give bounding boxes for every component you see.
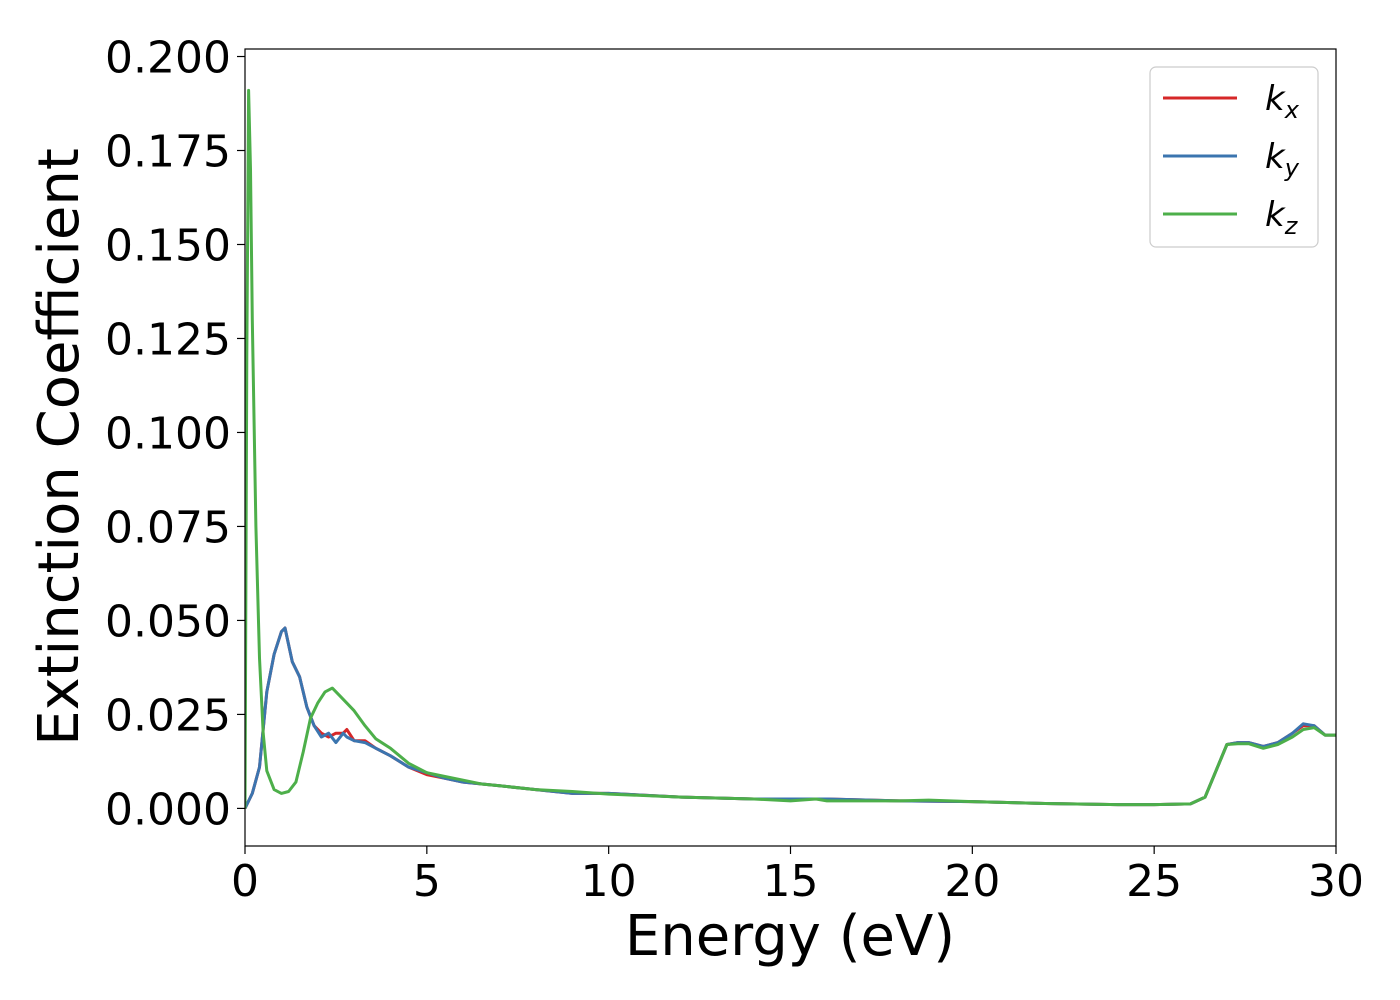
y-tick-label: 0.050 <box>105 596 231 647</box>
legend-label-base: k <box>1265 79 1286 119</box>
x-tick-label: 30 <box>1308 856 1364 907</box>
series-line-z <box>245 88 1336 809</box>
x-axis-title: Energy (eV) <box>625 904 955 969</box>
legend-label-subscript: z <box>1284 212 1299 240</box>
series-layer <box>245 88 1336 810</box>
x-tick-label: 25 <box>1126 856 1182 907</box>
y-tick-label: 0.125 <box>105 314 231 365</box>
y-tick-label: 0.175 <box>105 127 231 178</box>
x-tick-label: 15 <box>763 856 819 907</box>
y-tick-label: 0.025 <box>105 690 231 741</box>
y-tick-label: 0.075 <box>105 502 231 553</box>
legend-label-base: k <box>1265 195 1286 235</box>
x-axis: 0 5 10 15 20 25 30 <box>231 846 1364 907</box>
legend-label-z: kz <box>1265 195 1299 240</box>
legend-label-y: ky <box>1265 137 1300 182</box>
y-tick-label: 0.200 <box>105 33 231 84</box>
x-tick-label: 5 <box>413 856 441 907</box>
y-tick-label: 0.150 <box>105 220 231 271</box>
legend-label-subscript: x <box>1284 96 1300 124</box>
x-tick-label: 10 <box>581 856 637 907</box>
legend-label-base: k <box>1265 137 1286 177</box>
legend-label-x: kx <box>1265 79 1300 124</box>
legend-label-subscript: y <box>1284 154 1300 182</box>
y-axis-title: Extinction Coefficient <box>27 148 92 746</box>
y-tick-label: 0.000 <box>105 784 231 835</box>
y-axis: 0.000 0.025 0.050 0.075 0.100 0.125 0.150 0.175… <box>105 33 245 835</box>
x-tick-label: 20 <box>944 856 1000 907</box>
y-tick-label: 0.100 <box>105 408 231 459</box>
x-tick-label: 0 <box>231 856 259 907</box>
